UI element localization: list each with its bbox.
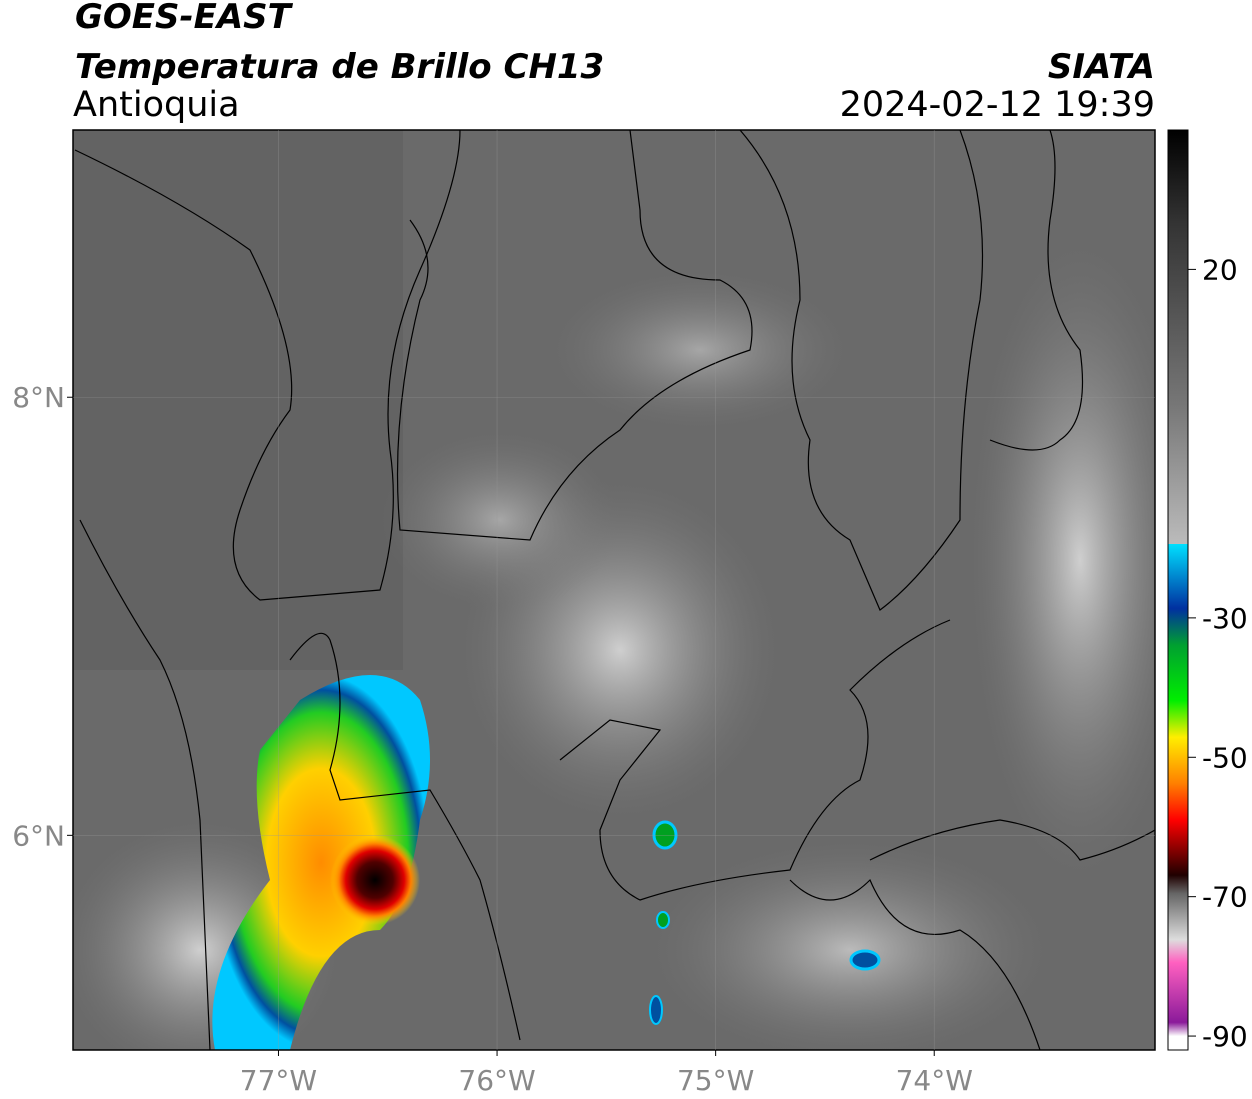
colorbar-tick-label: 20 xyxy=(1202,253,1238,286)
y-tick-label: 8°N xyxy=(12,381,65,414)
title: GOES-EAST xyxy=(75,0,294,37)
x-tick-label: 75°W xyxy=(677,1064,754,1097)
map-frame xyxy=(72,129,1156,1051)
colorbar xyxy=(1167,129,1189,1051)
x-tick-label: 77°W xyxy=(240,1064,317,1097)
x-tick-label: 76°W xyxy=(458,1064,535,1097)
colorbar-tick-label: -50 xyxy=(1202,741,1248,774)
datetime: 2024-02-12 19:39 xyxy=(840,85,1155,125)
subtitle: Temperatura de Brillo CH13 xyxy=(75,47,604,87)
colorbar-tick-label: -30 xyxy=(1202,602,1248,635)
x-tick-label: 74°W xyxy=(896,1064,973,1097)
region: Antioquia xyxy=(73,85,240,125)
y-tick-label: 6°N xyxy=(12,819,65,852)
colorbar-tick-label: -90 xyxy=(1202,1020,1248,1053)
source: SIATA xyxy=(1048,47,1155,87)
colorbar-tick-label: -70 xyxy=(1202,881,1248,914)
map-image xyxy=(73,130,1155,1050)
